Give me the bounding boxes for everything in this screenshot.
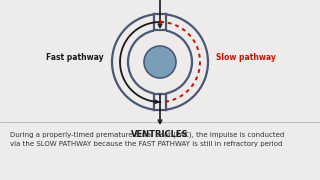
- Text: During a properly-timed premature atrial beat (PAC), the impulse is conducted: During a properly-timed premature atrial…: [10, 132, 284, 138]
- Text: via the SLOW PATHWAY because the FAST PATHWAY is still in refractory period: via the SLOW PATHWAY because the FAST PA…: [10, 141, 282, 147]
- Text: Fast pathway: Fast pathway: [46, 53, 104, 62]
- Polygon shape: [154, 92, 166, 96]
- Polygon shape: [154, 108, 166, 112]
- Text: VENTRICLES: VENTRICLES: [131, 130, 189, 139]
- Circle shape: [144, 46, 176, 78]
- Polygon shape: [154, 28, 166, 32]
- Text: Slow pathway: Slow pathway: [216, 53, 276, 62]
- Polygon shape: [154, 12, 166, 16]
